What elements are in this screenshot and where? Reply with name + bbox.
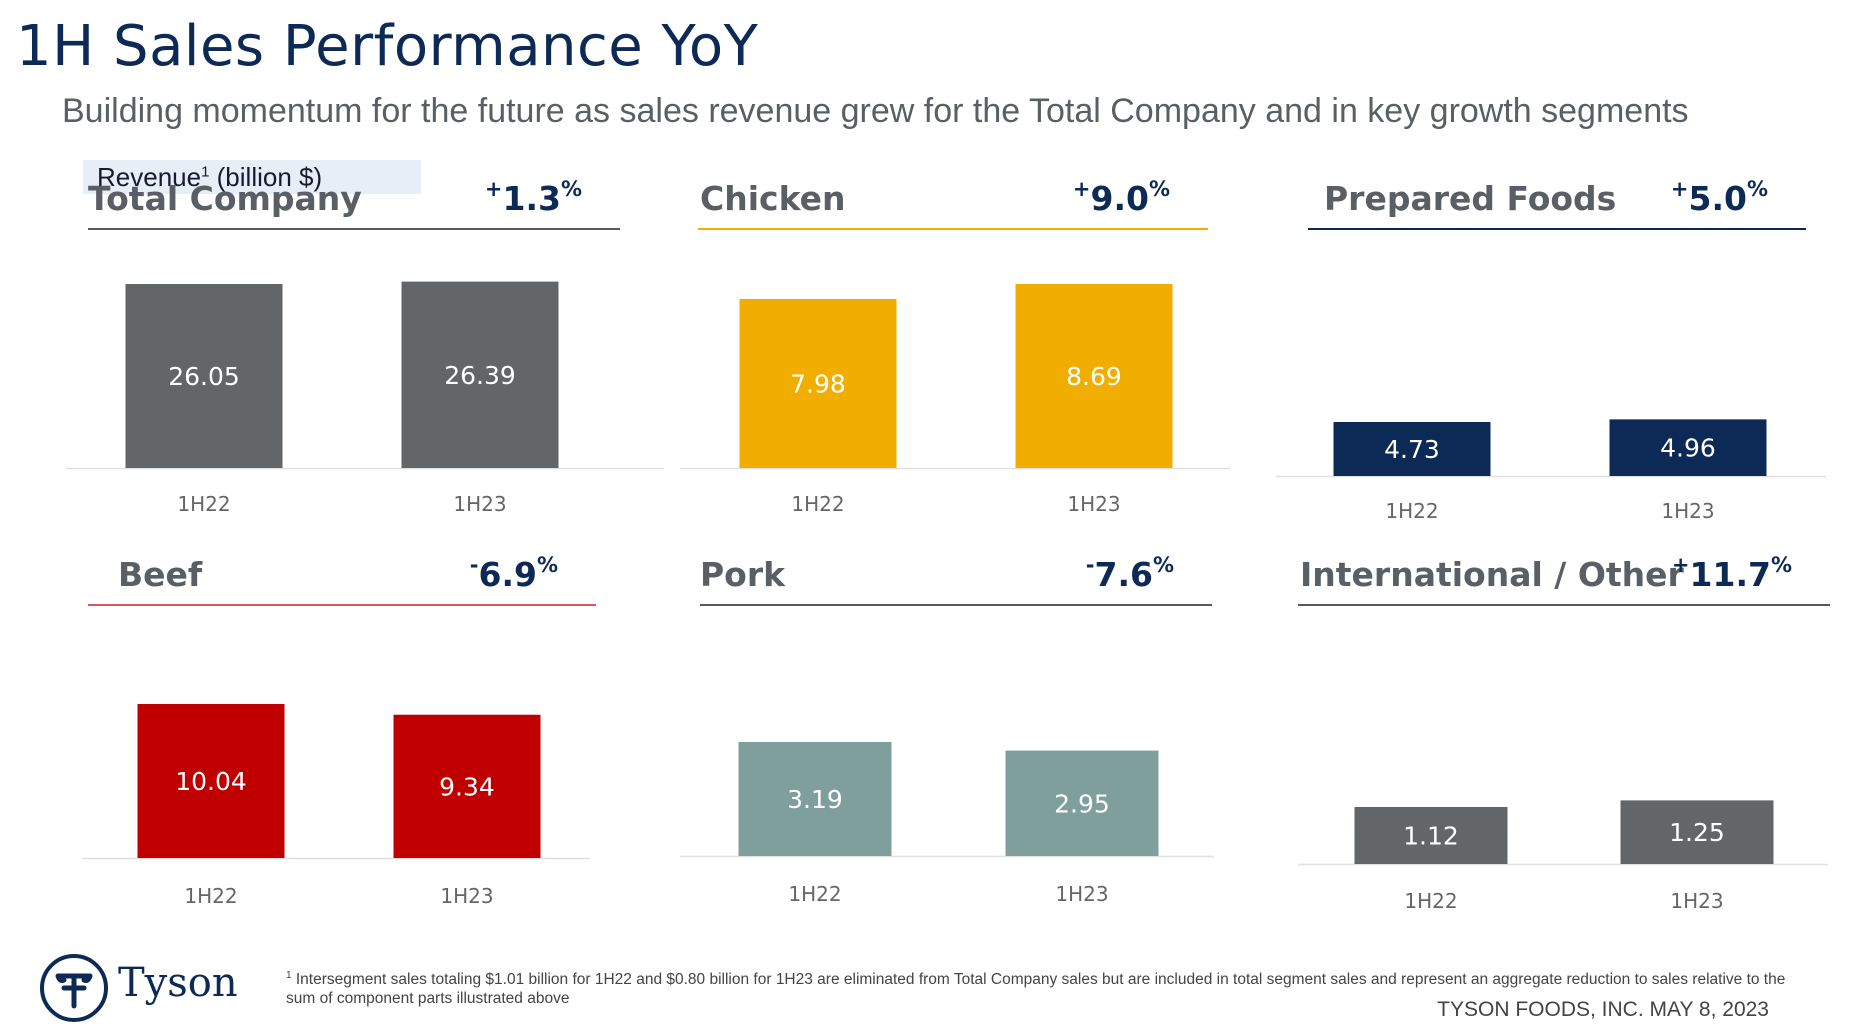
- panel-title-international-other: International / Other: [1300, 555, 1684, 594]
- yoy-change-value: 7.6: [1094, 555, 1153, 594]
- bar-value-label: 3.19: [787, 785, 843, 814]
- bar-prepared-foods-1h23: [1609, 419, 1767, 476]
- panel-header-pork: Pork -7.6%: [700, 548, 1212, 606]
- bar-beef-1h23: [393, 714, 541, 858]
- bar-value-label: 2.95: [1054, 789, 1110, 818]
- yoy-change-value: 1.3: [502, 179, 561, 218]
- bar-value-label: 7.98: [790, 370, 846, 399]
- bar-international-other-1h23: [1620, 800, 1774, 864]
- yoy-change-unit: %: [560, 177, 582, 201]
- bar-chart-beef: 10.04 1H22 9.34 1H23: [82, 704, 590, 908]
- category-label: 1H22: [177, 492, 230, 516]
- bar-value-label: 8.69: [1066, 362, 1122, 391]
- revenue-label-text: Revenue: [97, 162, 202, 192]
- yoy-change-beef: -6.9%: [469, 553, 558, 594]
- bar-total-company-1h22: [125, 284, 283, 468]
- revenue-label-unit: (billion $): [209, 162, 323, 192]
- page-title: 1H Sales Performance YoY: [16, 14, 759, 79]
- bar-prepared-foods-1h22: [1333, 422, 1491, 476]
- category-label: 1H23: [1670, 889, 1723, 913]
- category-label: 1H22: [791, 492, 844, 516]
- bar-chart-total-company: 26.05 1H22 26.39 1H23: [66, 281, 664, 516]
- yoy-change-unit: %: [1152, 553, 1174, 577]
- footer-company-date: TYSON FOODS, INC. MAY 8, 2023: [1437, 998, 1769, 1021]
- bar-chart-international-other: 1.12 1H22 1.25 1H23: [1298, 800, 1828, 913]
- yoy-change-value: 5.0: [1688, 179, 1747, 218]
- bar-value-label: 10.04: [175, 767, 247, 796]
- tyson-logo-text: Tyson: [118, 960, 238, 1006]
- yoy-change-sign: +: [484, 177, 503, 201]
- tyson-logo: Tyson: [38, 952, 248, 1024]
- footnote-sup: 1: [286, 970, 292, 981]
- category-label: 1H22: [184, 884, 237, 908]
- yoy-change-unit: %: [536, 553, 558, 577]
- category-label: 1H23: [453, 492, 506, 516]
- yoy-change-pork: -7.6%: [1085, 553, 1174, 594]
- yoy-change-unit: %: [1770, 553, 1792, 577]
- panel-header-international-other: International / Other +11.7%: [1298, 548, 1830, 606]
- yoy-change-prepared-foods: +5.0%: [1670, 177, 1768, 218]
- bar-value-label: 1.25: [1669, 818, 1725, 847]
- bar-pork-1h23: [1005, 750, 1159, 856]
- panel-title-pork: Pork: [700, 555, 786, 594]
- yoy-change-unit: %: [1746, 177, 1768, 201]
- bar-chicken-1h23: [1015, 283, 1173, 468]
- category-label: 1H23: [1661, 499, 1714, 523]
- bar-pork-1h22: [738, 742, 892, 856]
- page-subtitle: Building momentum for the future as sale…: [62, 92, 1689, 130]
- bar-value-label: 4.73: [1384, 435, 1440, 464]
- category-label: 1H22: [1385, 499, 1438, 523]
- bar-value-label: 26.05: [168, 362, 240, 391]
- bar-value-label: 26.39: [444, 361, 516, 390]
- bar-chart-prepared-foods: 4.73 1H22 4.96 1H23: [1276, 419, 1826, 523]
- panel-header-beef: Beef -6.9%: [88, 548, 596, 606]
- yoy-change-international-other: +11.7%: [1671, 553, 1792, 594]
- yoy-change-sign: +: [1072, 177, 1091, 201]
- footnote: 1 Intersegment sales totaling $1.01 bill…: [286, 966, 1816, 1008]
- category-label: 1H23: [1067, 492, 1120, 516]
- bar-beef-1h22: [137, 704, 285, 858]
- footnote-text: Intersegment sales totaling $1.01 billio…: [286, 971, 1786, 1008]
- yoy-change-value: 6.9: [478, 555, 537, 594]
- revenue-label: Revenue1 (billion $): [97, 162, 322, 193]
- panel-header-prepared-foods: Prepared Foods +5.0%: [1308, 172, 1806, 230]
- yoy-change-value: 9.0: [1090, 179, 1149, 218]
- bar-value-label: 1.12: [1403, 822, 1459, 851]
- panel-header-total-company: Total Company +1.3%: [88, 172, 620, 230]
- yoy-change-sign: +: [1671, 553, 1690, 577]
- category-label: 1H22: [1404, 889, 1457, 913]
- yoy-change-sign: +: [1670, 177, 1689, 201]
- bar-value-label: 9.34: [439, 772, 495, 801]
- panel-title-total-company: Total Company: [88, 179, 362, 218]
- revenue-label-sup: 1: [201, 163, 210, 181]
- revenue-label-box: Revenue1 (billion $): [83, 160, 421, 194]
- category-label: 1H23: [440, 884, 493, 908]
- bar-chicken-1h22: [739, 299, 897, 468]
- panel-header-chicken: Chicken +9.0%: [698, 172, 1208, 230]
- bar-international-other-1h22: [1354, 807, 1508, 864]
- bar-total-company-1h23: [401, 281, 559, 468]
- category-label: 1H23: [1055, 882, 1108, 906]
- panel-title-beef: Beef: [118, 555, 203, 594]
- tyson-logo-icon: [40, 954, 108, 1022]
- yoy-change-sign: -: [1085, 553, 1095, 577]
- yoy-change-unit: %: [1148, 177, 1170, 201]
- bar-chart-chicken: 7.98 1H22 8.69 1H23: [680, 283, 1230, 516]
- yoy-change-total-company: +1.3%: [484, 177, 582, 218]
- bar-value-label: 4.96: [1660, 434, 1716, 463]
- bar-chart-pork: 3.19 1H22 2.95 1H23: [680, 742, 1214, 906]
- yoy-change-chicken: +9.0%: [1072, 177, 1170, 218]
- yoy-change-value: 11.7: [1689, 555, 1771, 594]
- category-label: 1H22: [788, 882, 841, 906]
- panel-title-prepared-foods: Prepared Foods: [1324, 179, 1617, 218]
- panel-title-chicken: Chicken: [700, 179, 846, 218]
- yoy-change-sign: -: [469, 553, 479, 577]
